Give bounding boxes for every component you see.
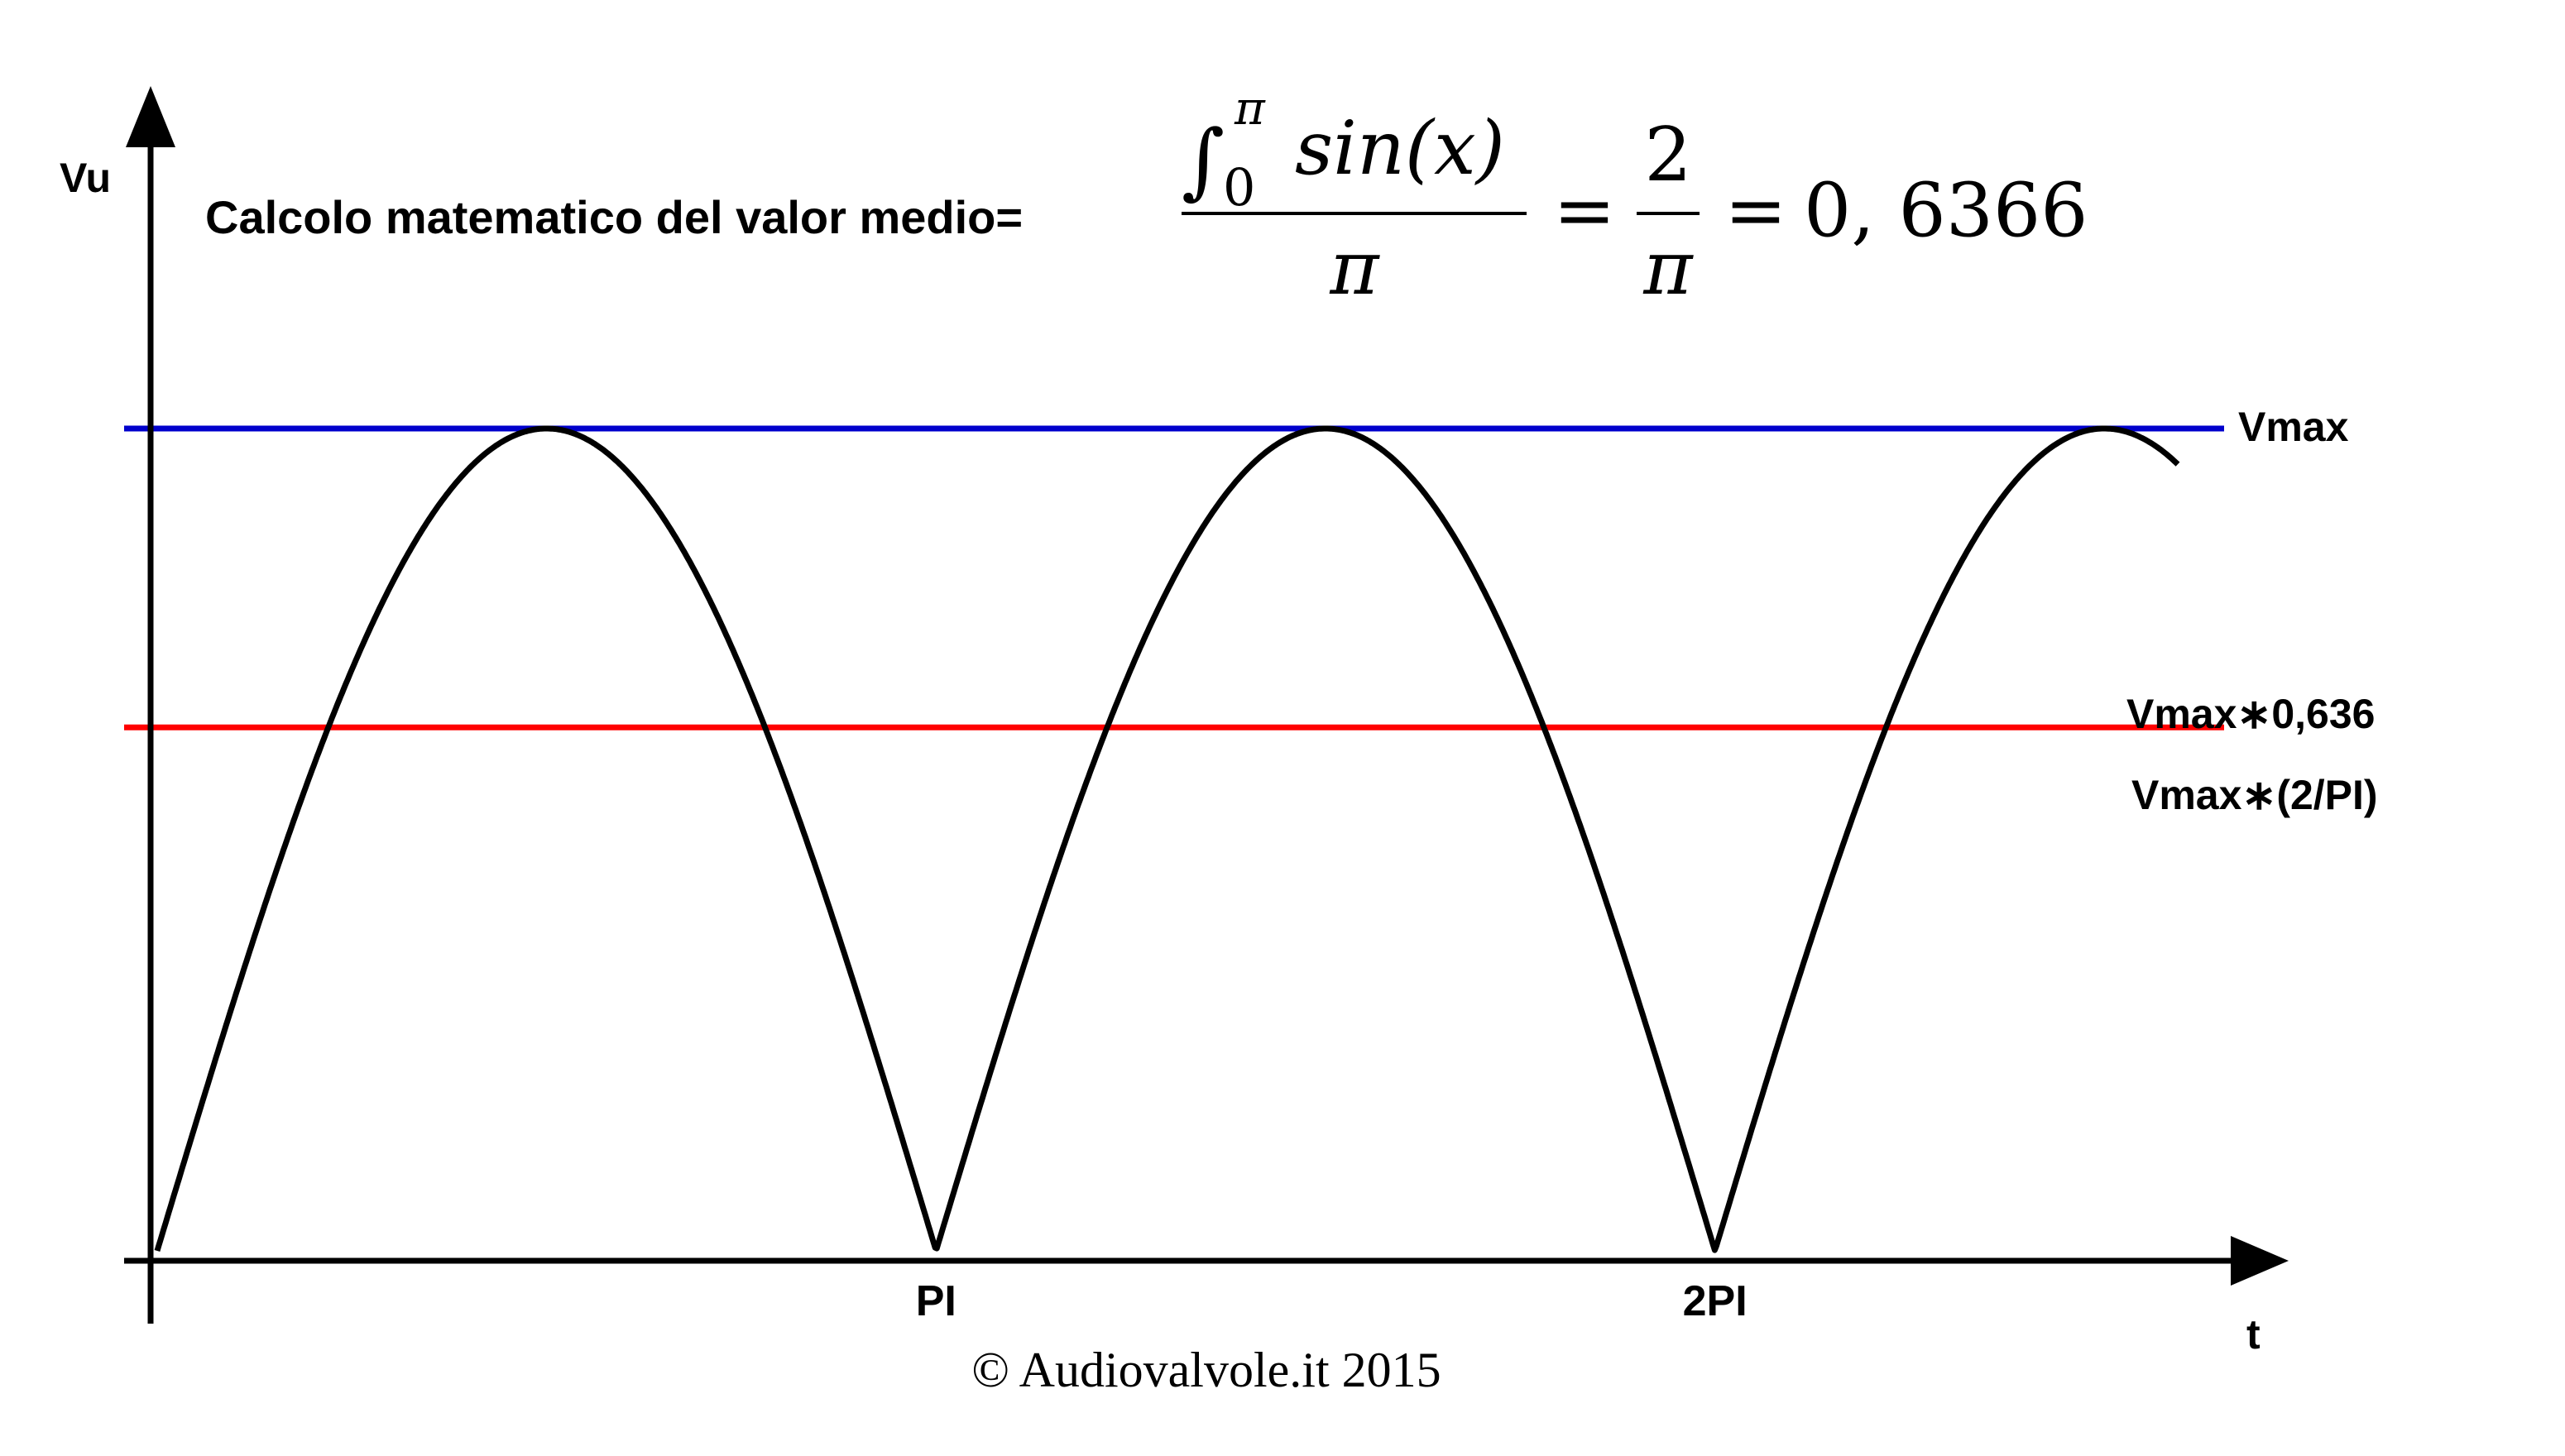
integral-sign: ∫ <box>1182 112 1225 208</box>
mean-label-numeric: Vmax∗0,636 <box>2126 691 2375 737</box>
denominator-1: π <box>1329 225 1380 312</box>
formula-prefix: Calcolo matematico del valor medio= <box>205 191 1023 243</box>
y-axis-label: Vu <box>60 155 111 201</box>
mean-label-formula: Vmax∗(2/PI) <box>2131 772 2378 818</box>
y-axis-arrow <box>126 86 175 147</box>
integrand: sin(x) <box>1295 105 1505 192</box>
equals-sign-2: = <box>1724 167 1786 254</box>
x-axis-arrow <box>2231 1236 2289 1286</box>
rectified-sine-curve <box>154 425 2180 1253</box>
integral-lower-limit: 0 <box>1223 157 1255 218</box>
integral-upper-limit: π <box>1234 82 1266 136</box>
copyright-text: © Audiovalvole.it 2015 <box>971 1343 1441 1397</box>
vmax-label: Vmax <box>2238 404 2349 450</box>
equals-sign-1: = <box>1553 167 1615 254</box>
fraction-2-numerator: 2 <box>1644 112 1691 199</box>
mean-value-formula: Calcolo matematico del valor medio= ∫ π … <box>205 82 2088 312</box>
formula-result: 0, 6366 <box>1804 167 2088 254</box>
x-tick-label-pi: PI <box>916 1277 956 1325</box>
x-tick-label-2pi: 2PI <box>1683 1277 1748 1325</box>
x-axis-label: t <box>2246 1311 2261 1358</box>
fraction-2-denominator: π <box>1642 225 1694 312</box>
